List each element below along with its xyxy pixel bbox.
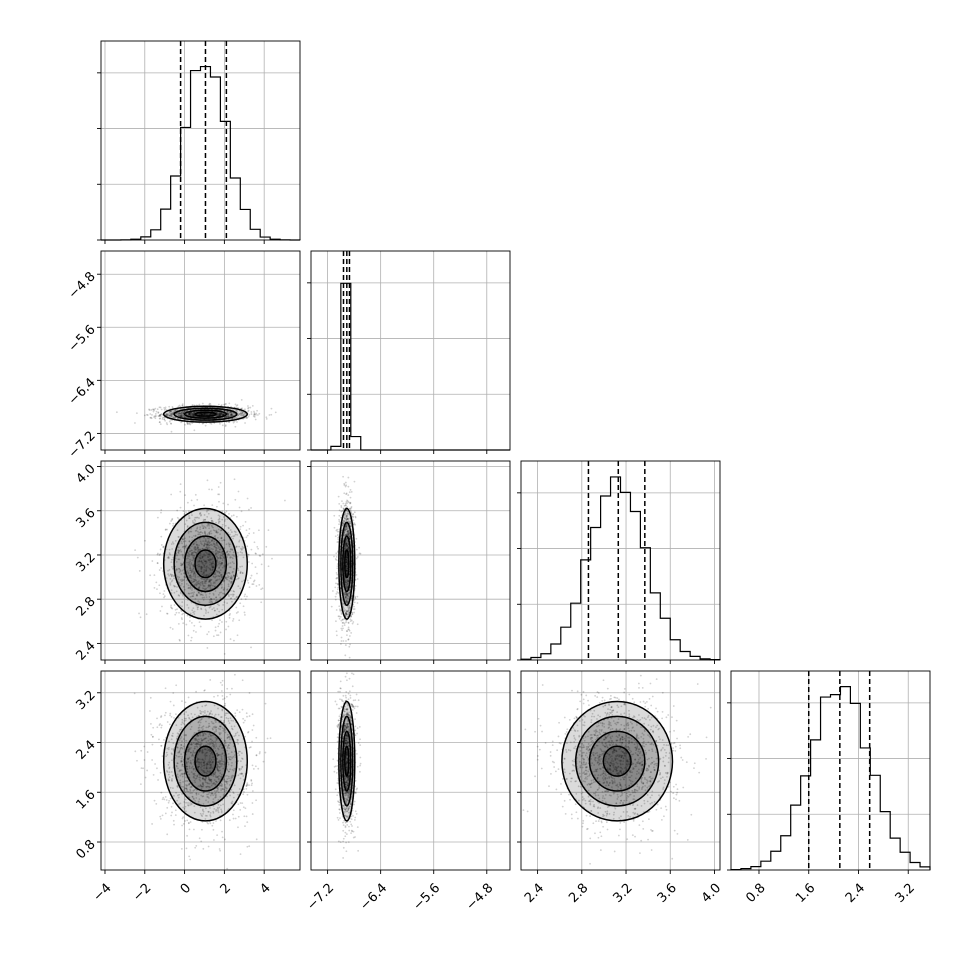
- density-contour: [183, 409, 228, 419]
- density-level: [561, 701, 673, 821]
- y-tick-label: 3.2: [73, 550, 98, 575]
- x-tick-label: 2.4: [843, 881, 868, 906]
- y-tick-label: 1.6: [73, 787, 98, 812]
- density-contour: [173, 715, 238, 807]
- histogram-panel: [97, 40, 301, 244]
- x-tick-label: 2: [218, 881, 234, 897]
- x-tick-label: 2.4: [522, 881, 547, 906]
- density-contour: [338, 507, 356, 620]
- x-tick-label: 0: [178, 881, 194, 897]
- density-level: [195, 746, 216, 777]
- y-tick-label: −6.4: [66, 375, 99, 408]
- density-contour: [194, 549, 217, 579]
- histogram-panel: 0.8 1.6 2.4 3.2: [727, 670, 931, 906]
- x-tick-label: −4.8: [464, 881, 497, 914]
- density-contour: [194, 745, 217, 777]
- density-contour: [344, 549, 350, 579]
- x-tick-label: 4.0: [699, 881, 724, 906]
- x-tick-label: 3.2: [610, 881, 635, 906]
- x-tick-label: −5.6: [410, 881, 443, 914]
- y-tick-label: 3.6: [73, 506, 98, 531]
- density-level: [174, 522, 237, 606]
- density-panel: −4 −2 0 2 4 0.8 1.6 2.4 3.2: [73, 670, 301, 905]
- y-tick-label: −4.8: [66, 269, 99, 302]
- density-panel: 2.4 2.8 3.2 3.6 4.0: [517, 670, 724, 906]
- density-contour: [574, 715, 660, 807]
- x-tick-label: −2: [130, 881, 154, 905]
- density-level: [184, 731, 227, 792]
- x-tick-label: 1.6: [793, 881, 818, 906]
- density-contour: [162, 507, 249, 620]
- density-contour: [342, 535, 352, 593]
- density-level: [195, 549, 216, 578]
- density-contour: [340, 521, 354, 607]
- density-contour: [194, 411, 217, 417]
- density-panel: 2.4 2.8 3.2 3.6 4.0: [73, 460, 301, 664]
- y-tick-label: 2.8: [73, 594, 98, 619]
- x-tick-label: −7.2: [304, 881, 337, 914]
- density-contour: [602, 745, 632, 777]
- density-panel: [307, 460, 511, 664]
- density-contour: [342, 730, 352, 792]
- x-tick-label: 0.8: [743, 881, 768, 906]
- x-tick-label: −4: [90, 881, 114, 905]
- density-level: [342, 731, 351, 792]
- y-tick-label: 4.0: [73, 462, 98, 487]
- density-contour: [561, 700, 674, 822]
- y-tick-label: 0.8: [73, 837, 98, 862]
- density-panel: −7.2 −6.4 −5.6 −4.8: [304, 670, 511, 914]
- y-tick-label: −7.2: [66, 428, 99, 461]
- y-tick-label: 2.4: [73, 638, 98, 663]
- histogram-step: [100, 65, 301, 241]
- y-tick-label: 2.4: [73, 738, 98, 763]
- histogram-step: [730, 686, 931, 871]
- density-contour: [338, 700, 356, 822]
- density-level: [184, 536, 227, 592]
- density-level: [163, 701, 248, 821]
- density-contour: [340, 715, 354, 807]
- density-level: [342, 536, 351, 592]
- density-level: [603, 746, 632, 777]
- density-level: [575, 716, 659, 806]
- histogram-panel: [517, 460, 721, 664]
- density-contour: [173, 407, 238, 421]
- density-contour: [173, 521, 238, 607]
- x-tick-label: 3.6: [655, 881, 680, 906]
- density-level: [174, 716, 237, 806]
- histogram-step: [520, 476, 721, 661]
- density-level: [589, 731, 645, 792]
- x-tick-label: −6.4: [357, 881, 390, 914]
- density-contour: [183, 535, 228, 593]
- y-tick-label: 3.2: [73, 688, 98, 713]
- density-panel: −7.2 −6.4 −5.6 −4.8: [66, 250, 301, 461]
- density-level: [184, 410, 227, 419]
- x-tick-label: 4: [257, 881, 273, 897]
- histogram-step: [311, 282, 510, 451]
- x-tick-label: 2.8: [566, 881, 591, 906]
- density-contour: [344, 745, 350, 777]
- x-tick-label: 3.2: [893, 881, 918, 906]
- y-tick-label: −5.6: [66, 322, 99, 355]
- density-contour: [588, 730, 646, 792]
- histogram-panel: [307, 250, 511, 454]
- density-level: [163, 508, 248, 620]
- density-contour: [183, 730, 228, 792]
- density-contour: [162, 405, 249, 423]
- density-contour: [162, 700, 249, 822]
